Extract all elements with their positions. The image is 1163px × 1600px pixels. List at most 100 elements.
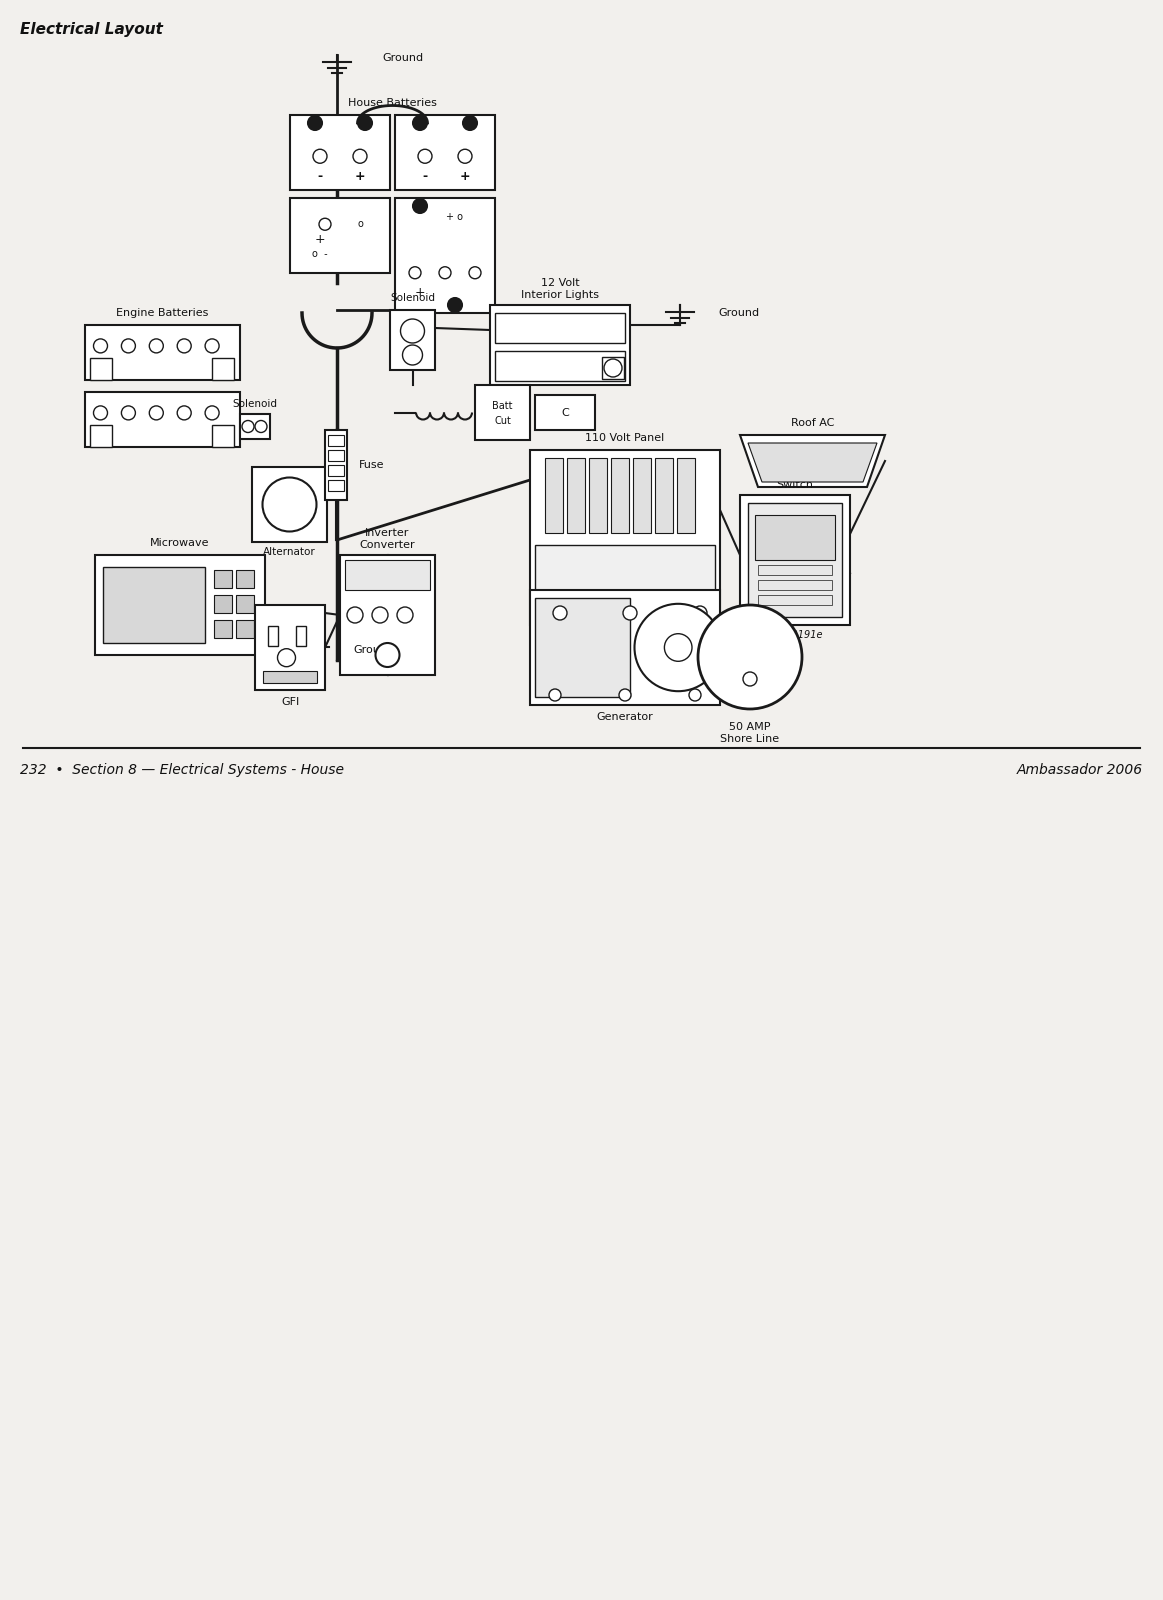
Circle shape	[463, 117, 477, 130]
Bar	[495, 350, 625, 381]
Text: 12 Volt: 12 Volt	[541, 278, 579, 288]
Circle shape	[358, 117, 372, 130]
Bar	[495, 314, 625, 342]
Bar	[535, 546, 715, 614]
Circle shape	[409, 267, 421, 278]
Bar	[324, 430, 347, 499]
Circle shape	[205, 406, 219, 419]
Text: 232  •  Section 8 — Electrical Systems - House: 232 • Section 8 — Electrical Systems - H…	[20, 763, 344, 778]
Text: Cut: Cut	[494, 416, 511, 426]
Polygon shape	[748, 443, 877, 482]
Text: +: +	[315, 232, 326, 246]
Bar	[633, 458, 651, 533]
Bar	[328, 435, 344, 446]
Bar	[748, 502, 842, 618]
Circle shape	[149, 406, 163, 419]
Circle shape	[177, 406, 191, 419]
Text: o  -: o -	[312, 250, 328, 259]
Text: House Batteries: House Batteries	[348, 98, 437, 109]
Circle shape	[347, 606, 363, 622]
Bar	[758, 579, 832, 590]
Text: 110 Volt Panel: 110 Volt Panel	[585, 434, 664, 443]
Text: Solenoid: Solenoid	[390, 293, 435, 302]
Circle shape	[93, 339, 107, 354]
Circle shape	[438, 267, 451, 278]
Bar	[263, 672, 317, 683]
Circle shape	[149, 339, 163, 354]
Bar	[345, 560, 430, 590]
Circle shape	[121, 406, 135, 419]
Text: +: +	[459, 170, 470, 182]
Text: Generator: Generator	[597, 712, 654, 722]
Text: Interior Lights: Interior Lights	[521, 290, 599, 301]
Bar	[90, 426, 112, 446]
Bar	[395, 198, 495, 314]
Circle shape	[177, 339, 191, 354]
Bar	[395, 115, 495, 190]
Circle shape	[469, 267, 481, 278]
Text: Engine Batteries: Engine Batteries	[116, 307, 208, 318]
Bar	[267, 626, 278, 646]
Circle shape	[255, 421, 267, 432]
Text: Ambassador 2006: Ambassador 2006	[1016, 763, 1143, 778]
Bar	[588, 458, 607, 533]
Bar	[252, 467, 327, 542]
Bar	[530, 450, 720, 626]
Bar	[758, 565, 832, 574]
Bar	[490, 306, 630, 386]
Bar	[328, 480, 344, 491]
Text: Electrical Layout: Electrical Layout	[20, 22, 163, 37]
Bar	[214, 570, 231, 587]
Bar	[290, 115, 390, 190]
Circle shape	[413, 198, 427, 213]
Bar	[328, 450, 344, 461]
Bar	[475, 386, 530, 440]
Circle shape	[664, 634, 692, 661]
Bar	[740, 494, 850, 626]
Bar	[758, 595, 832, 605]
Bar	[755, 515, 835, 560]
Bar	[255, 605, 324, 690]
Circle shape	[121, 339, 135, 354]
Text: 50 AMP: 50 AMP	[729, 722, 771, 733]
Circle shape	[397, 606, 413, 622]
Circle shape	[205, 339, 219, 354]
Circle shape	[448, 298, 462, 312]
Bar	[85, 392, 240, 446]
Circle shape	[372, 606, 388, 622]
Bar	[212, 358, 234, 379]
Text: +: +	[415, 286, 426, 299]
Text: Converter: Converter	[359, 541, 415, 550]
Bar	[602, 357, 625, 379]
Bar	[236, 619, 254, 638]
Circle shape	[418, 149, 431, 163]
Bar	[85, 325, 240, 379]
Text: +: +	[217, 427, 229, 442]
Circle shape	[402, 346, 422, 365]
Bar	[535, 598, 630, 698]
Circle shape	[698, 605, 802, 709]
Bar	[545, 458, 563, 533]
Text: 060191e: 060191e	[780, 630, 823, 640]
Bar	[677, 458, 695, 533]
Text: +: +	[217, 362, 229, 374]
Circle shape	[619, 690, 632, 701]
Circle shape	[242, 421, 254, 432]
Bar	[236, 570, 254, 587]
Bar	[212, 426, 234, 446]
Text: C: C	[561, 408, 569, 418]
Text: GFI: GFI	[281, 698, 299, 707]
Circle shape	[623, 606, 637, 619]
Text: -: -	[317, 170, 322, 182]
Text: Transfer: Transfer	[772, 467, 818, 478]
Bar	[295, 626, 306, 646]
Circle shape	[688, 690, 701, 701]
Bar	[240, 414, 270, 438]
Text: Switch: Switch	[777, 480, 813, 490]
Text: Roof AC: Roof AC	[791, 418, 834, 427]
Polygon shape	[740, 435, 885, 486]
Text: Fuse: Fuse	[359, 461, 385, 470]
Circle shape	[549, 690, 561, 701]
Bar	[236, 595, 254, 613]
Bar	[727, 634, 737, 654]
